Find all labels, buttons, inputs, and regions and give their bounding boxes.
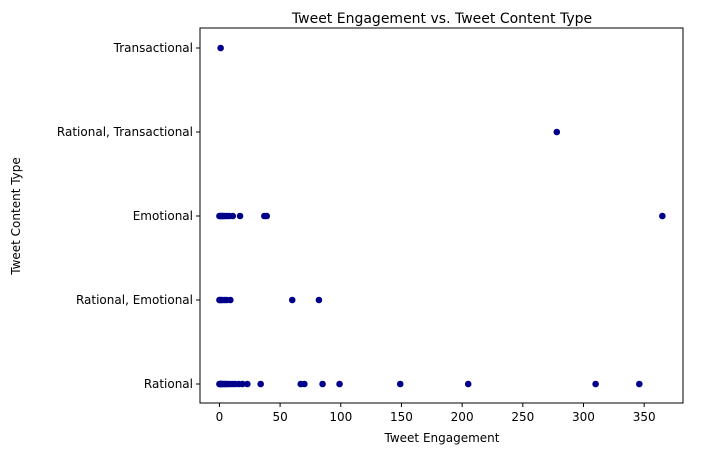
- x-axis-ticks: 0 50 100 150 200 250 300 350: [216, 403, 656, 424]
- data-points: [216, 44, 666, 388]
- data-point: [636, 380, 643, 388]
- x-tick-label: 250: [511, 410, 534, 424]
- data-point: [217, 44, 224, 52]
- y-tick-label: Transactional: [113, 41, 193, 55]
- data-point: [659, 212, 666, 220]
- data-point: [553, 128, 561, 136]
- data-point: [229, 212, 237, 220]
- x-tick-label: 200: [451, 410, 474, 424]
- data-point: [592, 380, 599, 388]
- data-point: [288, 296, 296, 304]
- data-point: [263, 212, 271, 220]
- data-point: [236, 212, 244, 220]
- data-point: [319, 380, 326, 388]
- data-point: [239, 380, 246, 388]
- data-point: [464, 380, 472, 388]
- chart-title: Tweet Engagement vs. Tweet Content Type: [291, 11, 592, 27]
- x-tick-label: 300: [572, 410, 595, 424]
- y-tick-label: Emotional: [133, 209, 193, 223]
- y-tick-label: Rational: [144, 377, 193, 391]
- y-tick-label: Rational, Emotional: [76, 293, 193, 307]
- data-point: [257, 380, 264, 388]
- data-point: [336, 380, 343, 388]
- data-point: [244, 380, 251, 388]
- y-axis-ticks: Rational Rational, Emotional Emotional Rati…: [57, 41, 200, 391]
- data-point: [301, 380, 308, 388]
- data-point: [315, 296, 323, 304]
- x-axis-label: Tweet Engagement: [384, 431, 500, 445]
- x-tick-label: 50: [272, 410, 287, 424]
- x-tick-label: 100: [329, 410, 352, 424]
- y-tick-label: Rational, Transactional: [57, 125, 193, 139]
- data-point: [227, 296, 234, 304]
- x-tick-label: 150: [390, 410, 413, 424]
- x-tick-label: 0: [216, 410, 224, 424]
- plot-frame: [199, 27, 684, 404]
- y-axis-label: Tweet Content Type: [9, 157, 23, 276]
- x-tick-label: 350: [633, 410, 656, 424]
- data-point: [396, 380, 404, 388]
